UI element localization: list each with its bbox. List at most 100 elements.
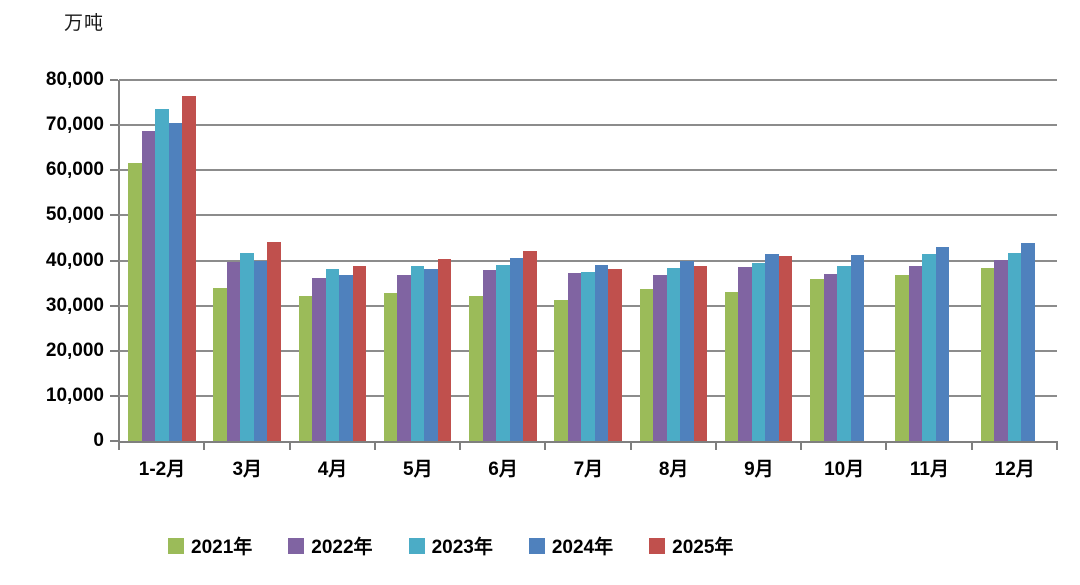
bar-2022年-1-2月 — [141, 131, 155, 441]
legend-item-2021年: 2021年 — [168, 532, 252, 559]
bar-2021年-8月 — [639, 289, 654, 441]
bar-2022年-5月 — [397, 275, 411, 441]
y-axis-tick — [110, 394, 118, 397]
legend-item-2025年: 2025年 — [649, 532, 733, 559]
bar-2024年-1-2月 — [168, 122, 182, 441]
x-axis-label-12月: 12月 — [994, 459, 1035, 480]
bar-2023年-10月 — [837, 266, 851, 441]
y-axis-tick — [110, 440, 118, 442]
legend-swatch-icon — [288, 537, 305, 554]
bar-2024年-11月 — [935, 247, 950, 441]
bar-2024年-7月 — [594, 265, 609, 441]
legend-item-2023年: 2023年 — [408, 532, 493, 559]
y-axis-tick — [110, 214, 118, 217]
x-axis-label-5月: 5月 — [403, 459, 433, 480]
gridline-70000 — [119, 124, 1057, 127]
bar-2021年-12月 — [980, 268, 995, 441]
x-axis-line — [118, 441, 1058, 443]
gridline-60000 — [119, 169, 1057, 172]
y-axis-tick — [110, 304, 118, 307]
x-axis-label-3月: 3月 — [232, 459, 263, 480]
bar-2022年-4月 — [312, 277, 326, 441]
gridline-50000 — [119, 214, 1057, 217]
bar-2024年-4月 — [339, 274, 353, 441]
y-axis-tick — [110, 169, 118, 172]
bar-2025年-3月 — [267, 241, 281, 441]
bar-2023年-11月 — [922, 253, 936, 441]
legend-swatch-icon — [528, 537, 545, 554]
y-axis-label-0: 0 — [93, 430, 104, 451]
y-axis-label-80000: 80,000 — [45, 69, 104, 90]
bar-2023年-12月 — [1007, 253, 1022, 441]
legend-swatch-icon — [649, 537, 666, 554]
y-axis-tick — [110, 79, 118, 81]
bar-2021年-10月 — [810, 279, 824, 441]
bar-2023年-9月 — [751, 263, 766, 441]
bar-2023年-5月 — [410, 266, 425, 441]
x-axis-tick — [1056, 443, 1058, 450]
gridline-40000 — [119, 259, 1057, 262]
x-axis-tick — [800, 443, 803, 450]
legend: 2021年 2022年 2023年 2024年 2025年 — [168, 532, 733, 559]
x-axis-label-4月: 4月 — [317, 459, 348, 480]
bar-2024年-6月 — [509, 257, 524, 441]
bar-2021年-9月 — [724, 291, 739, 441]
bar-2022年-12月 — [994, 260, 1008, 441]
x-axis-tick — [544, 443, 547, 450]
y-axis-tick — [110, 349, 118, 352]
plot-area — [110, 79, 1058, 450]
y-axis-label-10000: 10,000 — [45, 384, 104, 406]
bar-2025年-9月 — [778, 256, 793, 441]
x-axis-label-8月: 8月 — [658, 459, 689, 480]
legend-label: 2022年 — [311, 537, 373, 558]
bar-2023年-1-2月 — [155, 109, 169, 441]
gridline-80000 — [119, 79, 1057, 81]
bar-2024年-10月 — [850, 254, 865, 441]
bar-2021年-6月 — [469, 295, 483, 441]
bar-2023年-3月 — [240, 252, 254, 441]
y-axis-unit-label: 万吨 — [64, 13, 105, 34]
x-axis-tick — [885, 443, 888, 450]
legend-swatch-icon — [168, 537, 184, 554]
bar-2024年-5月 — [424, 268, 438, 441]
bar-2023年-7月 — [581, 271, 595, 441]
bar-2022年-9月 — [738, 267, 752, 441]
x-axis-tick — [288, 443, 291, 450]
x-axis-label-9月: 9月 — [744, 459, 774, 480]
bar-2022年-6月 — [482, 270, 497, 441]
bar-2022年-3月 — [226, 262, 241, 441]
x-axis-label-1-2月: 1-2月 — [138, 459, 186, 480]
bar-2022年-7月 — [567, 273, 582, 441]
bar-2025年-5月 — [437, 258, 452, 441]
legend-label: 2021年 — [191, 537, 253, 558]
x-axis-tick — [373, 443, 376, 450]
bar-2024年-3月 — [253, 260, 268, 441]
x-axis-tick — [629, 443, 632, 450]
bar-2024年-9月 — [765, 253, 779, 441]
bar-2023年-8月 — [666, 268, 681, 441]
y-axis-label-60000: 60,000 — [45, 159, 104, 181]
y-axis-label-20000: 20,000 — [45, 339, 104, 361]
y-axis-label-30000: 30,000 — [45, 294, 104, 316]
bar-2021年-3月 — [213, 287, 227, 441]
legend-label: 2023年 — [431, 537, 493, 558]
bar-2022年-10月 — [823, 273, 838, 441]
bar-2021年-4月 — [298, 295, 313, 441]
bar-2023年-4月 — [325, 268, 340, 441]
bar-2025年-7月 — [608, 268, 622, 441]
y-axis-label-70000: 70,000 — [45, 114, 104, 136]
y-axis-tick — [110, 124, 118, 127]
y-axis-line — [118, 80, 120, 443]
x-axis-tick — [118, 443, 120, 450]
bar-2024年-8月 — [680, 261, 694, 441]
x-axis-label-11月: 11月 — [909, 459, 949, 480]
bar-2025年-4月 — [352, 266, 367, 441]
bar-2021年-5月 — [383, 293, 398, 441]
y-axis-label-50000: 50,000 — [45, 204, 104, 226]
y-axis-label-40000: 40,000 — [45, 249, 104, 271]
bar-2025年-8月 — [693, 265, 708, 441]
x-axis-tick — [459, 443, 462, 450]
legend-item-2024年: 2024年 — [528, 532, 613, 559]
legend-item-2022年: 2022年 — [288, 532, 373, 559]
